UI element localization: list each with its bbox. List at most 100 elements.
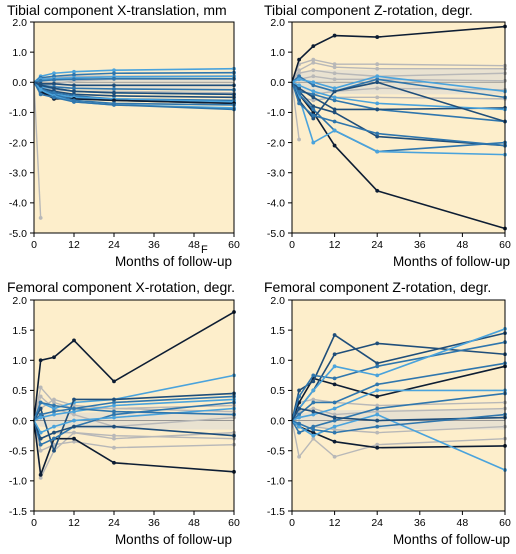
data-point bbox=[38, 475, 43, 480]
data-point bbox=[332, 424, 337, 429]
y-tick-label: -3.0 bbox=[267, 168, 285, 180]
data-point bbox=[311, 406, 316, 411]
data-point bbox=[52, 424, 56, 429]
data-point bbox=[332, 439, 337, 444]
data-point bbox=[52, 403, 56, 408]
data-point bbox=[297, 83, 301, 88]
data-point bbox=[332, 412, 337, 417]
x-axis-label: Months of follow-up bbox=[393, 254, 510, 269]
panel-femoral-x: Femoral component X-rotation, degr. Mont… bbox=[7, 279, 240, 547]
data-point bbox=[311, 113, 316, 118]
data-point bbox=[72, 86, 76, 91]
y-tick-label: -5.0 bbox=[9, 228, 27, 240]
data-point bbox=[375, 86, 380, 91]
y-tick-label: 1.5 bbox=[12, 325, 27, 337]
data-point bbox=[297, 430, 301, 435]
data-point bbox=[332, 62, 337, 67]
data-point bbox=[297, 101, 301, 106]
series-line bbox=[291, 392, 506, 434]
data-point bbox=[72, 338, 76, 343]
data-point bbox=[297, 454, 301, 459]
data-point bbox=[332, 382, 337, 387]
data-point bbox=[375, 131, 380, 136]
data-point bbox=[332, 95, 337, 100]
series-line bbox=[291, 407, 506, 422]
data-point bbox=[332, 454, 337, 459]
x-tick-label: 48 bbox=[457, 517, 469, 529]
series-line bbox=[291, 82, 300, 140]
series-line bbox=[33, 311, 235, 421]
data-point bbox=[311, 397, 316, 402]
data-point bbox=[311, 373, 316, 378]
y-tick-label: -1.0 bbox=[267, 476, 285, 488]
data-point bbox=[375, 445, 380, 450]
x-tick-label: 60 bbox=[499, 239, 511, 251]
data-point bbox=[375, 364, 380, 369]
data-point bbox=[52, 71, 56, 76]
data-point bbox=[38, 406, 43, 411]
data-point bbox=[38, 430, 43, 435]
data-point bbox=[332, 98, 337, 103]
data-point bbox=[375, 149, 380, 154]
data-point bbox=[297, 68, 301, 73]
data-point bbox=[332, 110, 337, 115]
data-point bbox=[38, 436, 43, 441]
data-point bbox=[297, 77, 301, 82]
data-point bbox=[311, 80, 316, 85]
x-tick-label: 0 bbox=[289, 517, 295, 529]
x-axis-label: Months of follow-up bbox=[115, 254, 232, 269]
series-line bbox=[33, 407, 235, 434]
data-point bbox=[297, 89, 301, 94]
y-tick-label: -3.0 bbox=[9, 168, 27, 180]
data-point bbox=[297, 137, 301, 142]
data-point bbox=[52, 448, 56, 453]
data-point bbox=[112, 397, 116, 402]
data-point bbox=[375, 134, 380, 139]
y-tick-label: -1.0 bbox=[267, 107, 285, 119]
y-tick-label: -5.0 bbox=[267, 228, 285, 240]
data-point bbox=[375, 341, 380, 346]
data-point bbox=[332, 107, 337, 112]
data-point bbox=[311, 44, 316, 49]
data-point bbox=[112, 445, 116, 450]
y-tick-label: 1.0 bbox=[12, 355, 27, 367]
data-point bbox=[332, 418, 337, 423]
data-point bbox=[375, 412, 380, 417]
data-point bbox=[311, 83, 316, 88]
y-tick-label: 2.0 bbox=[270, 17, 285, 29]
data-point bbox=[311, 74, 316, 79]
data-point bbox=[311, 409, 316, 414]
data-point bbox=[38, 442, 43, 447]
data-point bbox=[311, 89, 316, 94]
data-point bbox=[52, 397, 56, 402]
data-point bbox=[38, 216, 43, 220]
data-point bbox=[72, 409, 76, 414]
x-tick-label: 60 bbox=[228, 239, 240, 251]
data-point bbox=[297, 388, 301, 393]
y-tick-label: 2.0 bbox=[270, 295, 285, 307]
series-line bbox=[291, 81, 506, 156]
data-point bbox=[332, 128, 337, 133]
x-tick-label: 48 bbox=[188, 239, 200, 251]
data-point bbox=[52, 95, 56, 100]
data-point bbox=[375, 74, 380, 79]
data-point bbox=[112, 71, 116, 76]
series-line bbox=[33, 420, 235, 440]
data-point bbox=[332, 376, 337, 381]
data-point bbox=[332, 415, 337, 420]
data-point bbox=[52, 355, 56, 360]
data-point bbox=[52, 412, 56, 417]
data-point bbox=[297, 86, 301, 91]
data-point bbox=[332, 143, 337, 148]
y-tick-label: -0.5 bbox=[267, 446, 285, 458]
data-point bbox=[375, 409, 380, 414]
data-point bbox=[112, 409, 116, 414]
x-axis-label: Months of follow-up bbox=[393, 532, 510, 547]
data-point bbox=[72, 436, 76, 441]
x-tick-label: 12 bbox=[329, 239, 341, 251]
data-point bbox=[297, 424, 301, 429]
x-tick-label: 0 bbox=[289, 239, 295, 251]
data-point bbox=[375, 66, 380, 71]
y-tick-label: 0.0 bbox=[12, 415, 27, 427]
series-line bbox=[291, 420, 506, 458]
